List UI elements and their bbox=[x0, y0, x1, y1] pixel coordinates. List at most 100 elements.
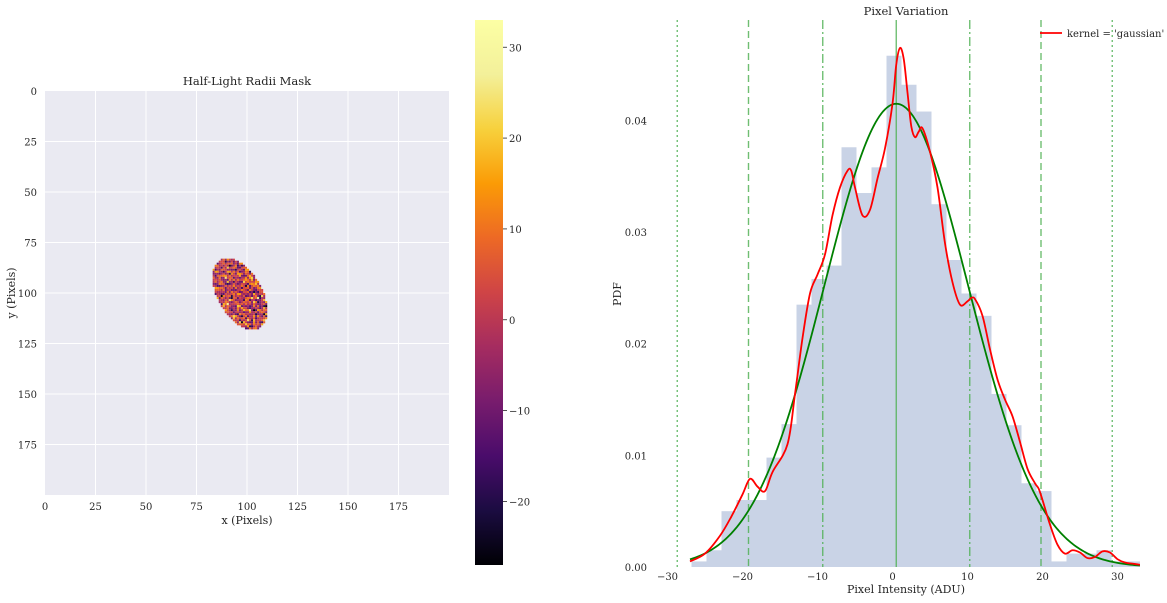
mask-pixel bbox=[226, 280, 229, 283]
mask-pixel bbox=[265, 305, 268, 308]
mask-pixel bbox=[242, 299, 246, 302]
mask-pixel bbox=[224, 301, 227, 304]
mask-pixel bbox=[244, 317, 248, 320]
mask-pixel bbox=[249, 321, 252, 324]
mask-pixel bbox=[242, 305, 246, 308]
mask-pixel bbox=[240, 301, 243, 304]
mask-pixel bbox=[255, 325, 258, 328]
pdf-title: Pixel Variation bbox=[864, 4, 949, 18]
mask-pixel bbox=[234, 274, 237, 277]
histogram-bar bbox=[961, 293, 977, 567]
mask-x-label: x (Pixels) bbox=[221, 514, 272, 527]
mask-pixel bbox=[251, 325, 254, 328]
mask-pixel bbox=[259, 301, 262, 304]
mask-pixel bbox=[226, 288, 229, 292]
mask-pixel bbox=[253, 280, 256, 283]
mask-pixel bbox=[232, 303, 235, 306]
mask-pixel bbox=[232, 295, 235, 298]
mask-pixel bbox=[216, 297, 219, 300]
mask-pixel bbox=[226, 274, 229, 277]
mask-pixel bbox=[253, 323, 256, 326]
mask-pixel bbox=[244, 297, 248, 300]
mask-pixel bbox=[257, 313, 260, 316]
histogram-bar bbox=[706, 550, 722, 567]
mask-pixel bbox=[214, 282, 217, 285]
mask-pixel bbox=[232, 274, 235, 277]
mask-pixel bbox=[238, 307, 241, 310]
mask-pixel bbox=[244, 284, 248, 287]
mask-pixel bbox=[220, 293, 223, 296]
mask-pixel bbox=[216, 276, 219, 279]
colorbar-tick-label: 20 bbox=[509, 134, 522, 145]
mask-pixel bbox=[232, 258, 235, 261]
mask-pixel bbox=[230, 278, 233, 281]
mask-pixel bbox=[214, 274, 217, 277]
mask-pixel bbox=[228, 280, 231, 283]
histogram-bar bbox=[781, 424, 797, 567]
mask-pixel bbox=[249, 293, 252, 296]
mask-pixel bbox=[212, 284, 215, 287]
mask-pixel bbox=[234, 268, 237, 271]
mask-pixel bbox=[253, 288, 256, 292]
mask-pixel bbox=[216, 268, 219, 271]
mask-pixel bbox=[228, 276, 231, 279]
mask-pixel bbox=[249, 284, 252, 287]
mask-pixel bbox=[238, 301, 241, 304]
x-tick-label: 100 bbox=[237, 502, 256, 513]
mask-pixel bbox=[236, 264, 239, 267]
mask-pixel bbox=[255, 323, 258, 326]
mask-pixel bbox=[218, 295, 221, 298]
mask-pixel bbox=[261, 313, 264, 316]
mask-pixel bbox=[226, 307, 229, 310]
mask-pixel bbox=[244, 325, 248, 328]
mask-pixel bbox=[244, 276, 248, 279]
mask-pixel bbox=[224, 303, 227, 306]
mask-pixel bbox=[247, 284, 250, 287]
mask-pixel bbox=[228, 268, 231, 271]
mask-pixel bbox=[242, 272, 246, 275]
mask-pixels bbox=[212, 258, 268, 330]
mask-pixel bbox=[234, 278, 237, 281]
mask-pixel bbox=[226, 303, 229, 306]
mask-pixel bbox=[257, 290, 260, 294]
histogram-bar bbox=[796, 304, 812, 567]
mask-pixel bbox=[253, 274, 256, 277]
mask-pixel bbox=[236, 270, 239, 273]
mask-pixel bbox=[257, 282, 260, 285]
mask-pixel bbox=[234, 301, 237, 304]
mask-pixel bbox=[238, 264, 241, 267]
mask-pixel bbox=[259, 286, 262, 289]
mask-pixel bbox=[249, 319, 252, 322]
mask-pixel bbox=[226, 266, 229, 269]
mask-pixel bbox=[230, 309, 233, 312]
mask-pixel bbox=[259, 288, 262, 292]
mask-pixel bbox=[261, 319, 264, 322]
mask-pixel bbox=[244, 303, 248, 306]
mask-pixel bbox=[247, 299, 250, 302]
mask-pixel bbox=[230, 305, 233, 308]
mask-pixel bbox=[261, 301, 264, 304]
mask-pixel bbox=[224, 299, 227, 302]
colorbar-tick-label: 30 bbox=[509, 43, 522, 54]
mask-pixel bbox=[247, 290, 250, 294]
mask-pixel bbox=[224, 258, 227, 261]
mask-pixel bbox=[255, 286, 258, 289]
mask-pixel bbox=[259, 321, 262, 324]
mask-pixel bbox=[234, 297, 237, 300]
mask-pixel bbox=[234, 313, 237, 316]
mask-pixel bbox=[253, 327, 256, 330]
mask-pixel bbox=[259, 319, 262, 322]
mask-pixel bbox=[255, 321, 258, 324]
mask-pixel bbox=[253, 313, 256, 316]
x-tick-label: 175 bbox=[389, 502, 408, 513]
mask-pixel bbox=[236, 286, 239, 289]
mask-pixel bbox=[263, 319, 266, 322]
mask-pixel bbox=[218, 282, 221, 285]
mask-pixel bbox=[230, 266, 233, 269]
mask-pixel bbox=[216, 293, 219, 296]
mask-pixel bbox=[240, 262, 243, 265]
mask-pixel bbox=[226, 264, 229, 267]
mask-pixel bbox=[238, 305, 241, 308]
mask-pixel bbox=[259, 284, 262, 287]
